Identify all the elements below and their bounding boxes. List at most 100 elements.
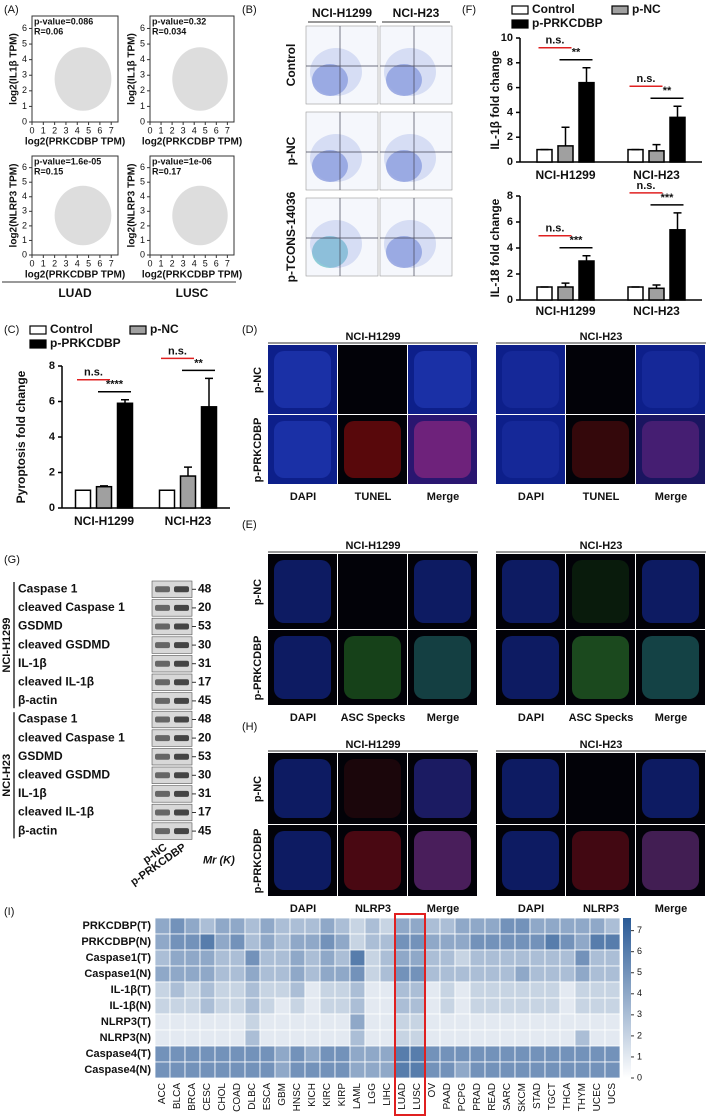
heatmap-cell: [484, 1061, 501, 1079]
heatmap-cell: [379, 1029, 396, 1047]
channel-label: Merge: [427, 712, 459, 724]
heatmap-cell: [319, 917, 336, 935]
mr-value: 17: [198, 674, 212, 688]
micrograph: [566, 825, 635, 896]
heatmap-cell: [394, 1013, 411, 1031]
blot-band: [174, 772, 189, 779]
micrograph: [566, 345, 635, 414]
heatmap-cell: [289, 1045, 306, 1063]
row-label: p-NC: [284, 136, 298, 165]
heatmap-cell: [499, 1061, 516, 1079]
heatmap-cell: [244, 997, 261, 1015]
heatmap-cell: [334, 965, 351, 983]
column-label: BRCA: [187, 1083, 198, 1111]
heatmap-cell: [439, 997, 456, 1015]
heatmap-cell: [424, 1013, 441, 1031]
heatmap-cell: [274, 949, 291, 967]
group-title: NCI-H23: [580, 540, 623, 552]
micrograph: [338, 825, 407, 896]
point-cloud: [54, 185, 112, 246]
channel-label: ASC Specks: [569, 712, 634, 724]
y-tick-label: 5: [22, 177, 27, 187]
stat-annotation: p-value=1e-06: [152, 156, 212, 166]
heatmap-cell: [409, 1013, 426, 1031]
x-tick-label: 4: [192, 125, 197, 135]
column-label: STAD: [532, 1083, 543, 1109]
heatmap-cell: [304, 965, 321, 983]
mr-value: 20: [198, 730, 212, 744]
column-label: LGG: [367, 1083, 378, 1104]
micrograph: [566, 753, 635, 824]
legend-swatch: [511, 19, 529, 29]
x-tick-label: NCI-H23: [165, 514, 212, 528]
heatmap-cell: [469, 1013, 486, 1031]
heatmap-cell: [349, 933, 366, 951]
heatmap-cell: [499, 1045, 516, 1063]
blot-band: [155, 790, 170, 797]
heatmap-cell: [454, 981, 471, 999]
micrograph-signal: [642, 421, 699, 478]
y-tick-label: 4: [140, 191, 145, 201]
y-tick-label: 1: [22, 101, 27, 111]
stat-annotation: p-value=0.086: [34, 16, 93, 26]
quadrant-lines: [380, 112, 452, 190]
x-tick-label: 6: [214, 125, 219, 135]
heatmap-cell: [304, 1045, 321, 1063]
y-tick-label: 6: [22, 162, 27, 172]
bar: [669, 116, 686, 163]
heatmap-cell: [409, 1029, 426, 1047]
heatmap-cell: [154, 1013, 171, 1031]
channel-label: TUNEL: [583, 491, 620, 503]
panel-label: (D): [242, 324, 257, 336]
heatmap-cell: [349, 1029, 366, 1047]
y-tick-label: 3: [22, 70, 27, 80]
protein-label: IL-1β: [18, 786, 47, 800]
heatmap-cell: [409, 965, 426, 983]
flow-events: [310, 134, 362, 182]
heatmap-cell: [424, 933, 441, 951]
y-tick-label: 3: [22, 206, 27, 216]
heatmap-cell: [364, 917, 381, 935]
heatmap-cell: [469, 917, 486, 935]
heatmap-cell: [499, 949, 516, 967]
protein-label: cleaved Caspase 1: [18, 600, 125, 614]
micrograph: [496, 753, 565, 824]
flow-events: [384, 220, 436, 268]
y-tick-label: 2: [140, 85, 145, 95]
heatmap-cell: [499, 1029, 516, 1047]
panel-label: (G): [4, 554, 20, 566]
heatmap-cell: [574, 949, 591, 967]
heatmap-cell: [604, 997, 621, 1015]
column-label: LUAD: [397, 1083, 408, 1110]
blot-band: [174, 735, 189, 742]
heatmap-cell: [604, 1045, 621, 1063]
mr-value: 53: [198, 749, 212, 763]
heatmap-cell: [289, 965, 306, 983]
heatmap-cell: [334, 1045, 351, 1063]
column-label: DLBC: [247, 1083, 258, 1110]
heatmap-cell: [319, 1013, 336, 1031]
blot-band: [174, 790, 189, 797]
heatmap-cell: [169, 1029, 186, 1047]
heatmap-cell: [169, 965, 186, 983]
point-cloud: [172, 47, 228, 111]
heatmap-cell: [574, 965, 591, 983]
heatmap-cell: [154, 1029, 171, 1047]
y-tick-label: 5: [140, 177, 145, 187]
x-tick-label: 3: [63, 125, 68, 135]
heatmap-cell: [304, 1029, 321, 1047]
heatmap-cell: [169, 1061, 186, 1079]
heatmap-cell: [394, 1029, 411, 1047]
heatmap-cell: [304, 933, 321, 951]
heatmap-cell: [544, 917, 561, 935]
column-title: NCI-H1299: [312, 6, 372, 20]
heatmap-cell: [379, 997, 396, 1015]
group-title: NCI-H1299: [345, 331, 400, 343]
y-tick-label: 6: [22, 23, 27, 33]
x-tick-label: 4: [192, 258, 197, 268]
y-tick-label: 8: [507, 190, 513, 202]
heatmap-cell: [439, 949, 456, 967]
micrograph: [338, 753, 407, 824]
heatmap-cell: [424, 949, 441, 967]
legend-label: p-NC: [632, 2, 661, 16]
